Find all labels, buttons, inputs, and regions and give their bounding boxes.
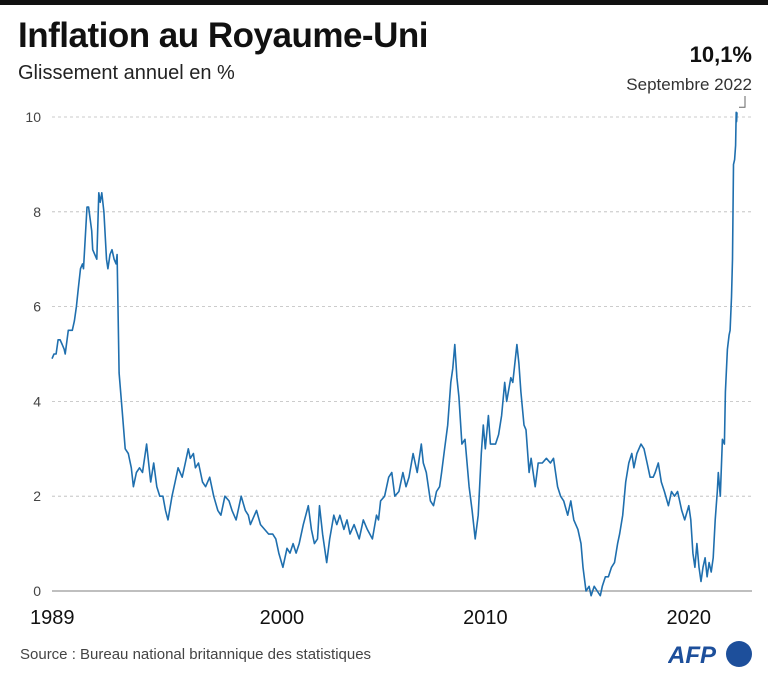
annotation-value: 10,1% bbox=[689, 42, 752, 67]
x-tick-label: 2020 bbox=[667, 607, 712, 629]
y-axis-ticks: 0 2 4 6 8 10 bbox=[25, 109, 41, 599]
top-bar bbox=[0, 0, 768, 5]
gridlines bbox=[52, 116, 752, 592]
afp-logo-circle bbox=[726, 641, 752, 667]
series-group bbox=[51, 111, 738, 597]
y-tick-label: 4 bbox=[33, 393, 41, 409]
x-tick-label: 2010 bbox=[463, 607, 508, 629]
source-note: Source : Bureau national britannique des… bbox=[20, 646, 372, 663]
afp-logo: AFP bbox=[668, 641, 752, 668]
x-tick-label: 2000 bbox=[260, 607, 305, 629]
afp-logo-text: AFP bbox=[668, 642, 717, 668]
annotation-date: Septembre 2022 bbox=[626, 75, 752, 94]
y-tick-label: 8 bbox=[33, 204, 41, 220]
chart-subtitle: Glissement annuel en % bbox=[18, 62, 235, 84]
y-tick-label: 6 bbox=[33, 299, 41, 315]
inflation-series-line bbox=[51, 111, 738, 597]
x-axis-ticks: 1989 2000 2010 2020 bbox=[30, 607, 711, 629]
y-tick-label: 0 bbox=[33, 583, 41, 599]
x-tick-label: 1989 bbox=[30, 607, 75, 629]
y-tick-label: 2 bbox=[33, 488, 41, 504]
y-tick-label: 10 bbox=[25, 109, 41, 125]
annotation-leader-line bbox=[739, 96, 746, 108]
chart-title: Inflation au Royaume-Uni bbox=[18, 16, 428, 55]
